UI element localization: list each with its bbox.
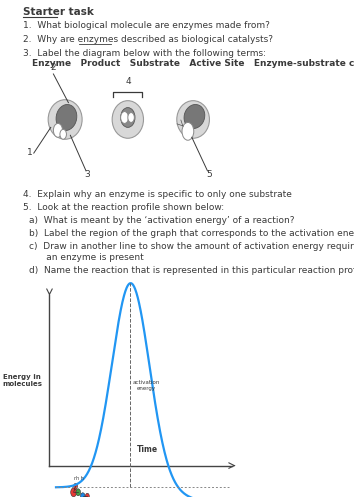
Circle shape [85, 494, 89, 499]
Text: 1: 1 [27, 148, 33, 157]
Text: 4.  Explain why an enzyme is specific to only one substrate: 4. Explain why an enzyme is specific to … [23, 190, 292, 198]
Text: d)  Name the reaction that is represented in this particular reaction profile: d) Name the reaction that is represented… [29, 266, 354, 274]
Circle shape [53, 124, 63, 138]
Circle shape [60, 130, 67, 139]
Text: b)  Label the region of the graph that corresponds to the activation energy: b) Label the region of the graph that co… [29, 229, 354, 238]
Text: 2: 2 [51, 63, 56, 72]
Text: 5: 5 [206, 170, 212, 179]
Text: Time: Time [137, 444, 158, 454]
Circle shape [76, 489, 80, 496]
Circle shape [71, 488, 76, 496]
Ellipse shape [48, 100, 82, 139]
Text: Enzyme   Product   Substrate   Active Site   Enzyme-substrate complex: Enzyme Product Substrate Active Site Enz… [33, 59, 354, 68]
Circle shape [128, 112, 135, 122]
Text: 4: 4 [125, 77, 131, 86]
Text: a)  What is meant by the ‘activation energy’ of a reaction?: a) What is meant by the ‘activation ener… [29, 216, 294, 226]
Text: 2.  Why are enzymes described as biological catalysts?: 2. Why are enzymes described as biologic… [23, 36, 273, 44]
Ellipse shape [112, 100, 143, 138]
Ellipse shape [184, 104, 205, 128]
Text: c)  Draw in another line to show the amount of activation energy required when: c) Draw in another line to show the amou… [29, 242, 354, 251]
Text: 3.  Label the diagram below with the following terms:: 3. Label the diagram below with the foll… [23, 49, 266, 58]
Circle shape [80, 493, 85, 500]
Ellipse shape [177, 100, 210, 138]
Ellipse shape [121, 108, 135, 128]
Text: Starter task: Starter task [23, 6, 94, 16]
Ellipse shape [56, 104, 77, 130]
Text: rh h: rh h [74, 476, 84, 482]
Text: 1.  What biological molecule are enzymes made from?: 1. What biological molecule are enzymes … [23, 22, 270, 30]
Circle shape [121, 112, 129, 124]
Circle shape [74, 484, 78, 490]
Text: activation
energy: activation energy [132, 380, 160, 390]
Text: Energy in
molecules: Energy in molecules [2, 374, 42, 386]
Circle shape [182, 122, 194, 140]
Text: an enzyme is present: an enzyme is present [29, 253, 143, 262]
Text: 5.  Look at the reaction profile shown below:: 5. Look at the reaction profile shown be… [23, 204, 224, 212]
Text: 3: 3 [85, 170, 91, 179]
